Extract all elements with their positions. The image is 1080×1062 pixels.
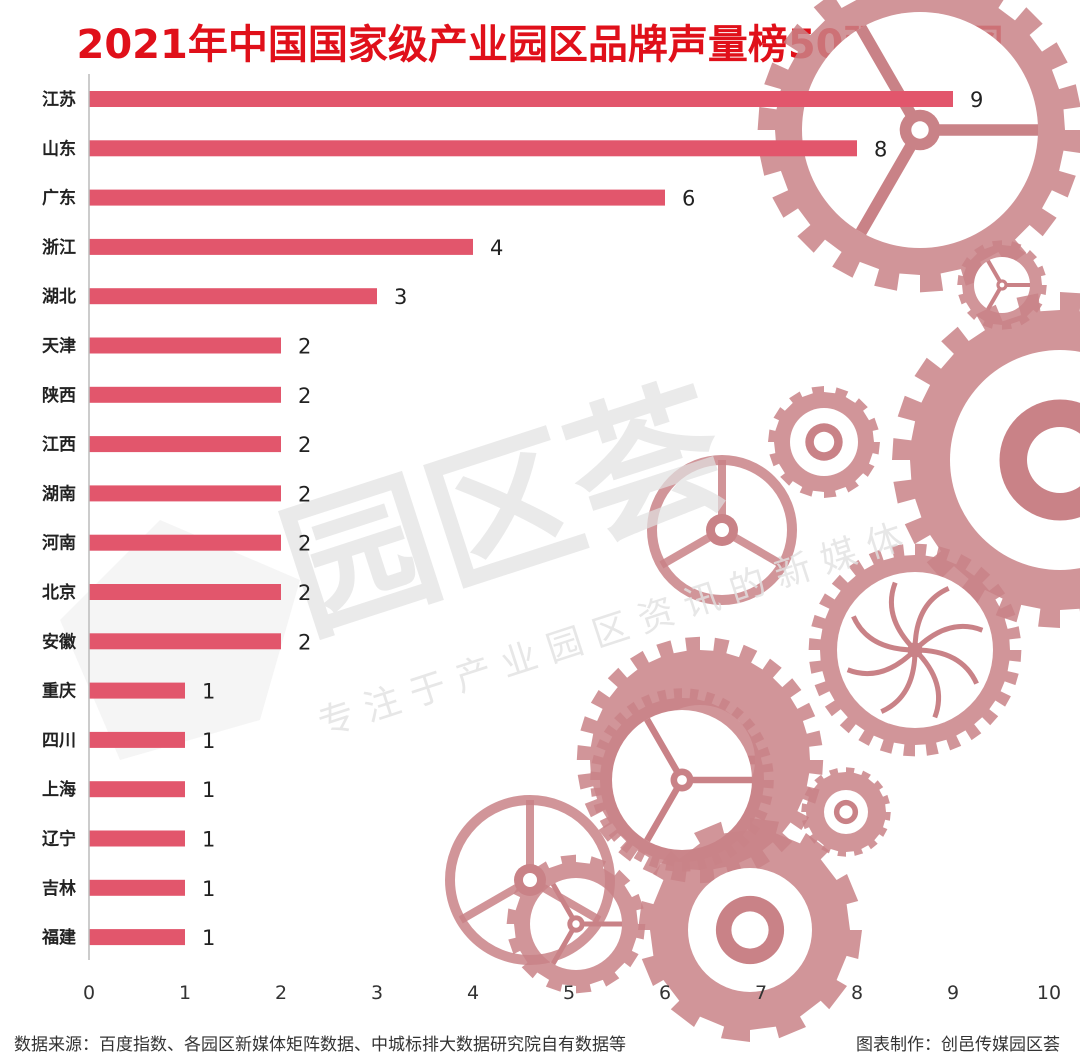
data-label: 1 [202, 680, 215, 704]
bar-row: 北京 2 [42, 581, 311, 605]
x-tick-label: 8 [851, 982, 863, 1004]
x-tick-label: 5 [563, 982, 575, 1004]
category-label: 广东 [42, 188, 76, 209]
gear-icon [590, 688, 774, 872]
data-label: 2 [298, 630, 311, 654]
bar [89, 879, 185, 896]
bar [89, 140, 857, 157]
x-tick-label: 7 [755, 982, 767, 1004]
bar-row: 河南 2 [42, 532, 311, 556]
category-label: 浙江 [42, 237, 76, 258]
x-tick-label: 10 [1037, 982, 1061, 1004]
bar-row: 福建 1 [41, 926, 215, 950]
bar-row: 陕西 2 [42, 384, 311, 408]
bar-row: 安徽 2 [42, 630, 311, 654]
x-tick-label: 0 [83, 982, 95, 1004]
bar-row: 浙江 4 [42, 236, 503, 260]
data-label: 8 [874, 137, 887, 161]
source-note: 数据来源：百度指数、各园区新媒体矩阵数据、中城标排大数据研究院自有数据等 [14, 1035, 626, 1055]
category-label: 福建 [41, 927, 76, 948]
gear-background-illustration [445, 0, 1080, 1042]
bar [89, 731, 185, 748]
bar-row: 辽宁 1 [42, 828, 215, 852]
category-label: 辽宁 [42, 829, 76, 850]
bar [89, 584, 281, 600]
data-label: 1 [202, 778, 215, 802]
category-label: 湖北 [42, 287, 76, 307]
bar-row: 吉林 1 [42, 877, 215, 901]
category-label: 上海 [42, 779, 76, 800]
category-label: 山东 [42, 138, 76, 159]
bar-row: 江西 2 [42, 433, 311, 457]
bar [89, 436, 281, 453]
bar [89, 386, 281, 403]
x-tick-label: 9 [947, 982, 959, 1004]
data-label: 2 [298, 581, 311, 605]
data-label: 1 [202, 926, 215, 950]
bar-series: 江苏 9山东 8广东 6浙江 4湖北 3天津 2陕西 2江西 2湖南 2河南 2北京 2安徽 2重庆 1四… [41, 88, 983, 950]
category-label: 江西 [42, 435, 76, 455]
x-tick-label: 3 [371, 982, 383, 1004]
bar-row: 广东 6 [42, 187, 695, 211]
bar-row: 四川 1 [42, 729, 215, 753]
data-label: 6 [682, 187, 695, 211]
gear-icon [892, 292, 1080, 628]
data-label: 4 [490, 236, 503, 260]
data-label: 3 [394, 285, 407, 309]
category-label: 江苏 [42, 89, 76, 110]
bar [89, 288, 377, 305]
bar [89, 337, 281, 354]
gear-icon [638, 818, 862, 1042]
axes: 0 1 2 3 4 5 6 7 8 9 10 [83, 74, 1061, 1004]
gear-icon [757, 0, 1080, 293]
bar [89, 534, 281, 551]
category-label: 安徽 [42, 631, 77, 652]
data-label: 2 [298, 384, 311, 408]
category-label: 河南 [42, 533, 76, 554]
data-label: 1 [202, 828, 215, 852]
bar [89, 485, 281, 502]
gear-icon [801, 767, 891, 857]
bar-row: 天津 2 [42, 335, 311, 359]
gear-icon [808, 543, 1022, 757]
bar-row: 湖南 2 [42, 482, 311, 506]
x-tick-label: 6 [659, 982, 671, 1004]
category-label: 吉林 [42, 878, 76, 899]
wheel-icon [647, 455, 797, 605]
data-label: 9 [970, 88, 983, 112]
bar [89, 189, 665, 206]
category-label: 北京 [42, 582, 76, 603]
category-label: 重庆 [42, 681, 76, 702]
bar [89, 929, 185, 946]
bar [89, 238, 473, 255]
gear-icon [768, 386, 880, 498]
bar [89, 682, 185, 699]
bar [89, 633, 281, 650]
category-label: 湖南 [42, 483, 76, 504]
bar [89, 781, 185, 798]
data-label: 2 [298, 532, 311, 556]
bar-row: 上海 1 [42, 778, 215, 802]
wheel-icon [445, 795, 615, 965]
data-label: 1 [202, 729, 215, 753]
bar-row: 山东 8 [42, 137, 887, 161]
bar-row: 湖北 3 [42, 285, 407, 309]
bar-row: 江苏 9 [42, 88, 983, 112]
bar [89, 830, 185, 847]
x-tick-label: 1 [179, 982, 191, 1004]
data-label: 2 [298, 335, 311, 359]
data-label: 2 [298, 482, 311, 506]
bar [89, 91, 953, 107]
category-label: 陕西 [42, 385, 76, 406]
x-tick-label: 2 [275, 982, 287, 1004]
chart-credit: 图表制作：创邑传媒园区荟 [856, 1035, 1060, 1055]
bar-row: 重庆 1 [42, 680, 215, 704]
x-tick-label: 4 [467, 982, 479, 1004]
category-label: 天津 [42, 336, 76, 357]
data-label: 2 [298, 433, 311, 457]
data-label: 1 [202, 877, 215, 901]
category-label: 四川 [42, 731, 76, 751]
